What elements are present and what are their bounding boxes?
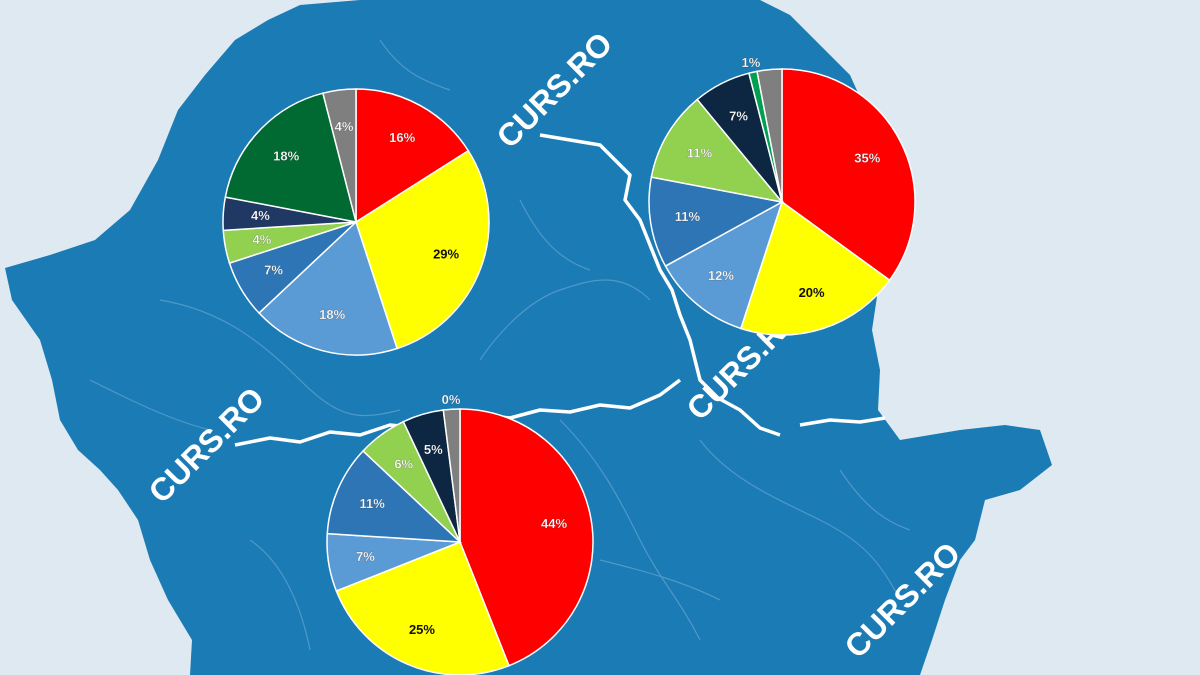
- pie-slice-label: 11%: [687, 145, 713, 160]
- pie-slice-label: 20%: [799, 285, 825, 300]
- pie-slice-label: 6%: [394, 457, 413, 472]
- pie-slice-label: 16%: [389, 130, 415, 145]
- pie-slice: [335, 541, 510, 675]
- pie-slice-label: 4%: [253, 232, 272, 247]
- pie-slice: [326, 449, 463, 543]
- pie-slice-label: 5%: [424, 442, 443, 457]
- pie-slice-label: 4%: [251, 208, 270, 223]
- pie-slice-label: 4%: [335, 119, 354, 134]
- pie-slice: [648, 176, 785, 268]
- pie-slice: [442, 408, 461, 543]
- pie-slice: [322, 88, 357, 223]
- pie-chart-northwest: 16% 29% 18% 7% 4% 4% 18% 4%: [222, 88, 490, 356]
- pie-chart-south: 44% 25% 7% 11% 6% 5% 0%: [326, 392, 594, 675]
- pie-slice: [664, 200, 784, 330]
- pie-slice: [355, 88, 470, 224]
- pie-slice-label: 11%: [359, 496, 385, 511]
- pie-slice-label: 12%: [708, 268, 734, 283]
- pie-slice-label: 35%: [854, 151, 880, 166]
- pie-slice: [355, 149, 490, 350]
- pie-slice-label: 7%: [729, 109, 748, 124]
- pie-slice-label: 18%: [273, 148, 299, 163]
- pie-slice: [224, 92, 358, 223]
- pie-slice-label: 7%: [264, 263, 283, 278]
- pie-chart-northeast: 35% 20% 12% 11% 11% 7% 1%: [648, 55, 916, 336]
- pie-slice-label: 0%: [442, 392, 461, 407]
- pie-slice: [650, 98, 784, 204]
- pie-slice-label: 18%: [319, 307, 345, 322]
- pie-slice-label: 7%: [356, 549, 375, 564]
- pie-slice: [257, 220, 399, 356]
- pie-slice-label: 25%: [409, 622, 435, 637]
- pie-slice: [739, 200, 891, 336]
- county-borders: [89, 39, 911, 651]
- pie-slice-label: 11%: [675, 209, 701, 224]
- pie-slice-label: 29%: [433, 246, 459, 261]
- pie-slice: [756, 68, 783, 203]
- pie-slice: [781, 68, 916, 282]
- pie-slice-label: 44%: [541, 516, 567, 531]
- pie-slice: [459, 408, 594, 667]
- pie-slice-label: 1%: [742, 55, 761, 70]
